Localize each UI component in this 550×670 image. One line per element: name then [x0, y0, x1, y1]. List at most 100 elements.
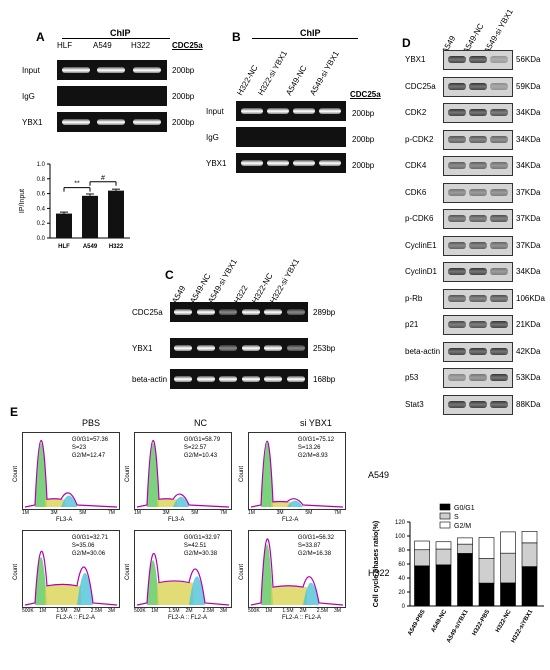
- y-tick-label: 100: [395, 534, 406, 540]
- panel-a-chip-line: [62, 38, 170, 39]
- panel-c-band: [264, 309, 282, 315]
- panel-b-size-input: 200bp: [352, 109, 375, 118]
- flow-xlabel: FL3-A: [168, 517, 185, 523]
- flow-tick: 2.5M: [202, 608, 214, 614]
- legend-label: G2/M: [454, 523, 471, 530]
- flow-tick: 3M: [334, 608, 341, 614]
- panel-d-row-label: CDK6: [405, 187, 427, 197]
- flow-xlabel: FL2-A :: FL2-A: [168, 615, 208, 621]
- y-tick-label: 80: [398, 548, 405, 554]
- panel-b-chip-line: [252, 38, 358, 39]
- x-tick-label: A549-siYBX1: [446, 608, 470, 644]
- panel-d-lane-3: A549-si YBX1: [482, 7, 515, 55]
- significance-a: **: [74, 181, 80, 188]
- panel-d-row-label: Stat3: [405, 399, 424, 409]
- panel-d-band: [469, 56, 487, 63]
- panel-d-row-size: 34KDa: [516, 108, 541, 117]
- panel-c-band: [196, 345, 215, 351]
- panel-a-gene: CDC25a: [172, 41, 203, 50]
- panel-a-bar-chart: 0.0 0.2 0.4 0.6 0.8 1.0 IP/Input HLF A549 H322 ** #: [19, 162, 130, 250]
- stacked-segment: [521, 542, 538, 567]
- panel-b-chip-title: ChIP: [300, 28, 321, 38]
- panel-d-band: [448, 162, 466, 169]
- panel-c-row-actin: beta-actin: [132, 375, 168, 384]
- panel-d-row-size: 34KDa: [516, 267, 541, 276]
- panel-d-band: [490, 374, 508, 381]
- panel-b-size-igg: 200bp: [352, 135, 375, 144]
- flow-tick: 3M: [220, 608, 227, 614]
- flow-stat-g2: G2/M=30.38: [183, 551, 218, 557]
- panel-d-row-size: 88KDa: [516, 399, 541, 409]
- panel-c-band: [174, 345, 192, 351]
- panel-d-row-size: 42KDa: [516, 346, 541, 356]
- flow-stat-g0: G0/G1=32.71: [71, 535, 109, 541]
- panel-a-size-igg: 200bp: [172, 92, 195, 101]
- bar: [108, 190, 124, 238]
- panel-d-band: [469, 162, 487, 169]
- panel-d-band: [448, 241, 466, 249]
- panel-b-gel-igg: [236, 127, 346, 147]
- panel-d-band: [469, 374, 487, 381]
- cell-cycle-stacked-chart: G0/G1 S G2/M 0 20 40 60 80 100 120 Cell cycle phas…: [373, 503, 544, 644]
- panel-d-row-size: 56KDa: [516, 55, 541, 64]
- flow-histogram: [248, 432, 346, 510]
- panel-c-band: [286, 376, 305, 382]
- y-tick-label: 120: [395, 520, 406, 526]
- flow-tick: 1M: [134, 510, 141, 516]
- panel-d-band: [448, 56, 466, 63]
- flow-xlabel: FL2-A: [282, 517, 299, 523]
- panel-d-band: [448, 294, 466, 302]
- flow-tick: 3M: [50, 510, 58, 516]
- panel-d-blot: [443, 156, 513, 176]
- panel-d-band: [490, 188, 508, 196]
- bar: [56, 213, 72, 238]
- panel-d-row-label: p21: [405, 320, 419, 329]
- x-tick-label: A549: [83, 244, 98, 250]
- stacked-segment: [457, 537, 473, 545]
- panel-c-gel-cdc25a: [170, 302, 308, 322]
- panel-b-lane-4: A549-si YBX1: [308, 49, 341, 97]
- panel-d-row-label: CDC25a: [405, 81, 436, 91]
- stacked-segment: [500, 552, 516, 584]
- panel-d-band: [469, 241, 487, 249]
- stacked-segment: [478, 582, 495, 607]
- flow-stat-g2: G2/M=30.06: [71, 551, 106, 557]
- panel-b-label: B: [232, 30, 241, 44]
- panel-a-lane-1: HLF: [57, 41, 73, 50]
- flow-stat-g2: G2/M=12.47: [71, 453, 106, 459]
- panel-d-row-label: CDK4: [405, 161, 427, 170]
- flow-tick: 2M: [299, 608, 307, 614]
- flow-tick: 7M: [220, 510, 227, 516]
- panel-a-lane-3: H322: [131, 41, 151, 50]
- panel-d-band: [469, 82, 487, 90]
- panel-a-size-ybx1: 200bp: [172, 118, 195, 127]
- panel-d-row-size: 37KDa: [516, 240, 541, 250]
- panel-e-row-a549: A549: [368, 470, 390, 480]
- y-tick-label: 0.0: [37, 236, 46, 242]
- panel-d-blot: [443, 394, 513, 415]
- x-tick-label: A549-PBS: [407, 609, 427, 637]
- flow-ylabel: Count: [13, 465, 20, 483]
- panel-e-label: E: [10, 405, 19, 419]
- flow-tick: 1M: [248, 510, 255, 516]
- flow-stat-s: S=42.51: [183, 543, 207, 549]
- flow-histogram: [248, 530, 346, 608]
- panel-c-band: [264, 345, 282, 351]
- flow-tick: 1.5M: [282, 608, 294, 614]
- flow-tick: 5M: [305, 510, 313, 516]
- panel-a-chip-title: ChIP: [110, 28, 131, 38]
- flow-stat-g2: G2/M=16.38: [297, 551, 332, 557]
- panel-d-band: [490, 321, 508, 328]
- panel-c-size-actin: 168bp: [313, 375, 336, 384]
- stacked-segment: [457, 553, 473, 607]
- legend-swatch: [439, 503, 451, 511]
- panel-d-row-size: 34KDa: [516, 134, 541, 144]
- panel-a-row-input: Input: [22, 66, 40, 75]
- panel-d-band: [448, 188, 466, 196]
- panel-d-band: [490, 400, 508, 408]
- panel-d-row-label: p53: [405, 373, 419, 382]
- flow-stat-g0: G0/G1=56.32: [297, 535, 335, 541]
- panel-c-gel-actin: [170, 369, 308, 389]
- panel-b-gel-input: [236, 101, 346, 121]
- flow-tick: 5M: [191, 510, 199, 516]
